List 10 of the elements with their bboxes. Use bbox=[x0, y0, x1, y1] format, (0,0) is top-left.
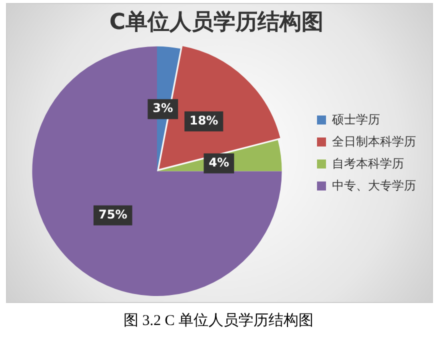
data-label: 3% bbox=[152, 101, 174, 116]
data-label: 75% bbox=[98, 207, 128, 222]
chart-title: C单位人员学历结构图 bbox=[109, 10, 324, 35]
data-label: 18% bbox=[189, 113, 218, 128]
legend-label: 全日制本科学历 bbox=[332, 134, 416, 148]
legend-label: 自考本科学历 bbox=[332, 156, 404, 170]
data-label: 4% bbox=[208, 156, 230, 170]
legend-label: 硕士学历 bbox=[331, 112, 380, 126]
legend-label: 中专、大专学历 bbox=[332, 178, 416, 192]
caption: 图 3.2 C 单位人员学历结构图 bbox=[122, 312, 314, 330]
